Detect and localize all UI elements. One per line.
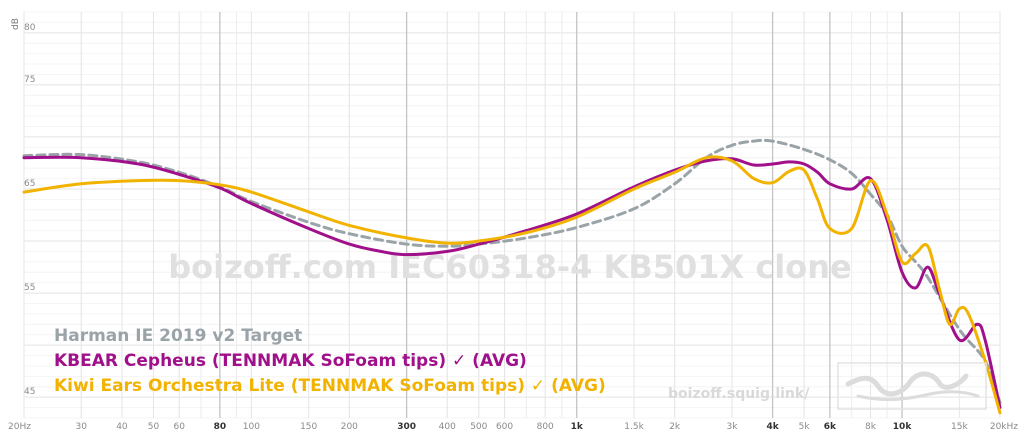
x-tick-label: 60	[173, 422, 185, 432]
series-line-1	[22, 138, 1002, 404]
legend-entry: Kiwi Ears Orchestra Lite (TENNMAK SoFoam…	[54, 376, 606, 396]
x-tick-label: 40	[116, 422, 128, 432]
x-tick-label: 2k	[669, 422, 681, 432]
x-tick-label: 4k	[766, 422, 779, 432]
x-tick-label: 6k	[824, 422, 837, 432]
y-gridlines	[24, 11, 1000, 419]
y-tick-label: 55	[24, 283, 35, 293]
x-tick-label: 400	[439, 422, 456, 432]
x-tick-label: 200	[341, 422, 358, 432]
x-tick-label: 10k	[893, 422, 913, 432]
x-tick-label: 1k	[571, 422, 584, 432]
x-tick-label: 8k	[865, 422, 877, 432]
legend-entry: KBEAR Cepheus (TENNMAK SoFoam tips) ✓ (A…	[54, 351, 527, 371]
x-tick-label: 800	[537, 422, 554, 432]
series-line-3	[22, 155, 1002, 415]
x-tick-label: 150	[300, 422, 317, 432]
legend: Harman IE 2019 v2 Target KBEAR Cepheus (T…	[54, 326, 606, 396]
x-tick-label: 20Hz	[8, 422, 31, 432]
x-tick-label: 300	[397, 422, 416, 432]
x-tick-label: 5k	[799, 422, 811, 432]
x-tick-label: 500	[470, 422, 487, 432]
x-gridlines	[23, 12, 1001, 418]
site-logo-icon	[837, 362, 987, 410]
x-tick-label: 15k	[951, 422, 968, 432]
x-tick-label: 30	[76, 422, 88, 432]
y-axis-unit-label: dB	[11, 18, 21, 30]
y-tick-label: 45	[24, 387, 35, 397]
x-tick-label: 20kHz	[990, 422, 1018, 432]
site-url[interactable]: boizoff.squig.link/	[668, 386, 810, 402]
y-tick-label: 65	[24, 179, 35, 189]
legend-entry: Harman IE 2019 v2 Target	[54, 326, 302, 346]
y-axis-tick-labels: 45 55 65 75 80	[24, 23, 36, 397]
x-tick-label: 100	[243, 422, 260, 432]
chart-watermark: boizoff.com IEC60318-4 KB501X clone	[168, 248, 851, 286]
y-tick-label: 75	[24, 75, 35, 85]
x-tick-label: 3k	[726, 422, 738, 432]
x-axis-tick-labels: 20Hz 30 40 50 60 80 100 150 200 300 400 500 600 800 1k…	[8, 422, 1018, 432]
series-layer	[22, 138, 1002, 415]
y-tick-label: 80	[24, 23, 36, 33]
x-tick-label: 80	[214, 422, 227, 432]
x-tick-label: 1.5k	[624, 422, 644, 432]
series-line-2	[22, 155, 1002, 410]
x-tick-label: 50	[148, 422, 160, 432]
x-tick-label: 600	[496, 422, 513, 432]
